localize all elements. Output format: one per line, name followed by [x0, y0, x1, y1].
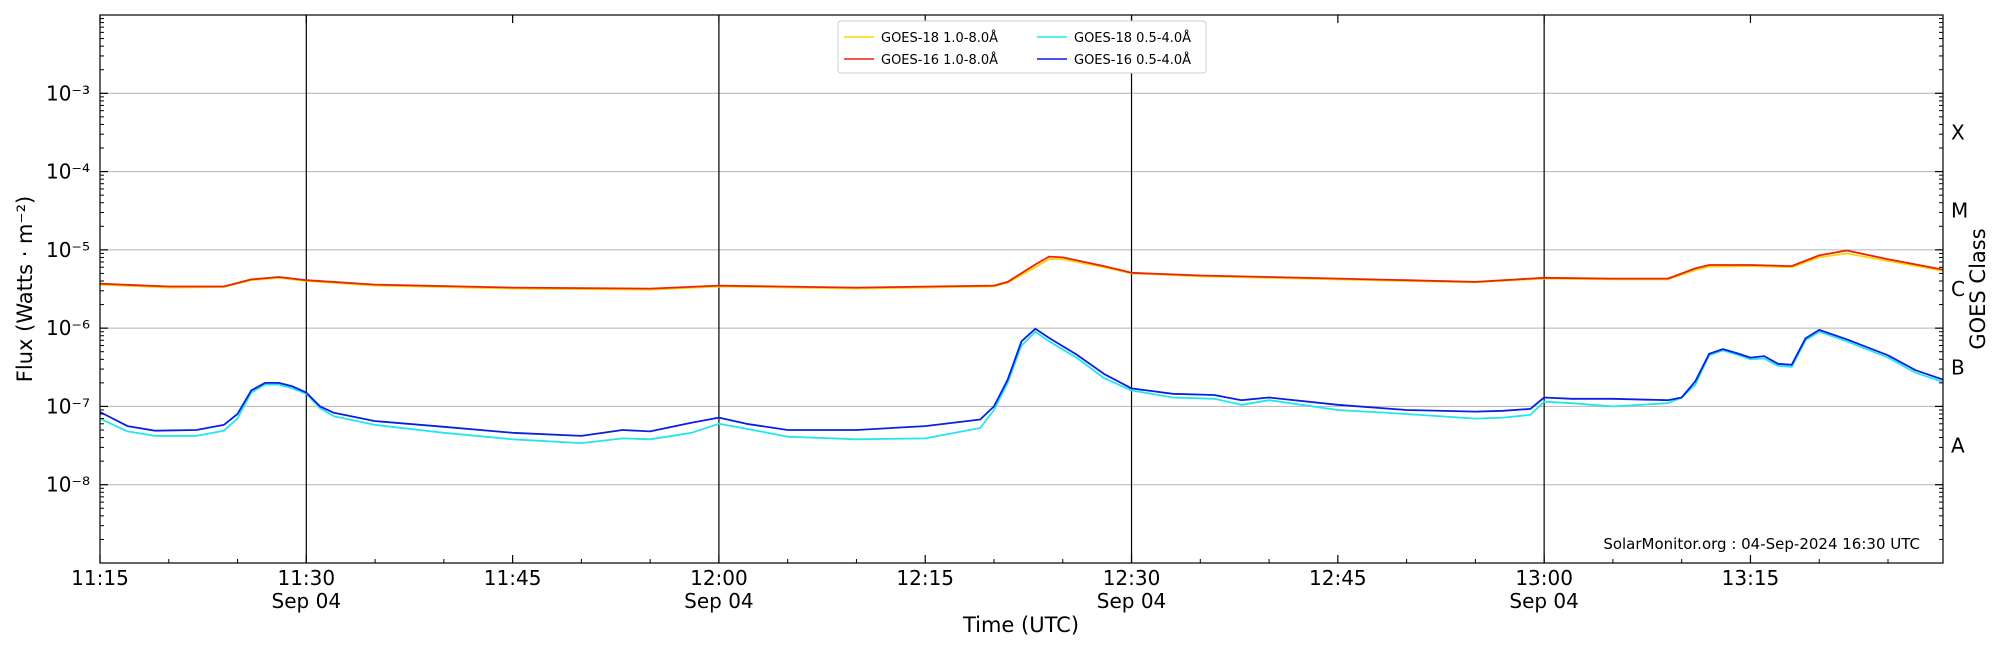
legend-label-goes18-long: GOES-18 1.0-8.0Å — [881, 30, 998, 46]
x-tick-sublabel: Sep 04 — [684, 589, 754, 613]
y2-axis-title: GOES Class — [1966, 228, 1990, 349]
y-gridlines — [100, 92, 1943, 486]
x-tick-sublabel: Sep 04 — [1509, 589, 1579, 613]
x-tick-label: 12:00 — [690, 566, 748, 590]
x-tick-label: 11:45 — [484, 566, 542, 590]
x-tick-label: 12:45 — [1309, 566, 1367, 590]
x-tick-label: 11:30 — [277, 566, 335, 590]
legend-label-goes16-short: GOES-16 0.5-4.0Å — [1074, 52, 1191, 68]
day-marker-lines — [305, 15, 1545, 563]
x-tick-sublabel: Sep 04 — [1097, 589, 1167, 613]
y-tick-label: 10⁻³ — [46, 81, 90, 105]
x-tick-sublabel: Sep 04 — [272, 589, 342, 613]
x-axis-title: Time (UTC) — [962, 613, 1079, 637]
x-tick-label: 12:30 — [1103, 566, 1161, 590]
credit-text: SolarMonitor.org : 04-Sep-2024 16:30 UTC — [1603, 535, 1920, 553]
y-tick-label: 10⁻⁸ — [46, 473, 90, 497]
y-tick-label: 10⁻⁴ — [46, 160, 90, 184]
y-tick-label: 10⁻⁶ — [46, 316, 90, 340]
legend-label-goes18-short: GOES-18 0.5-4.0Å — [1074, 30, 1191, 46]
x-tick-label: 11:15 — [71, 566, 129, 590]
legend-box — [837, 20, 1207, 74]
goes-class-label: C — [1951, 277, 1965, 301]
goes-class-label: X — [1951, 120, 1965, 144]
plot-frame — [99, 14, 1944, 564]
y-tick-label: 10⁻⁵ — [46, 238, 90, 262]
goes-class-label: A — [1951, 434, 1965, 458]
y-axis-ticks: 10⁻⁸ 10⁻⁷ 10⁻⁶ 10⁻⁵ 10⁻⁴ 10⁻³ — [46, 18, 1943, 540]
series-line-2 — [99, 330, 1944, 445]
legend: GOES-18 1.0-8.0Å GOES-16 1.0-8.0Å GOES-1… — [837, 20, 1207, 74]
flux-series-lines — [99, 249, 1944, 445]
goes-class-labels: A B C M X — [1951, 120, 1968, 457]
goes-class-label: B — [1951, 355, 1965, 379]
goes-class-label: M — [1951, 199, 1968, 223]
y-axis-title: Flux (Watts · m⁻²) — [13, 196, 37, 382]
legend-label-goes16-long: GOES-16 1.0-8.0Å — [881, 52, 998, 68]
series-line-1 — [99, 249, 1944, 290]
x-tick-label: 13:15 — [1722, 566, 1780, 590]
y-tick-label: 10⁻⁷ — [46, 394, 90, 418]
series-line-3 — [99, 327, 1944, 437]
x-tick-label: 12:15 — [896, 566, 954, 590]
x-tick-label: 13:00 — [1515, 566, 1573, 590]
